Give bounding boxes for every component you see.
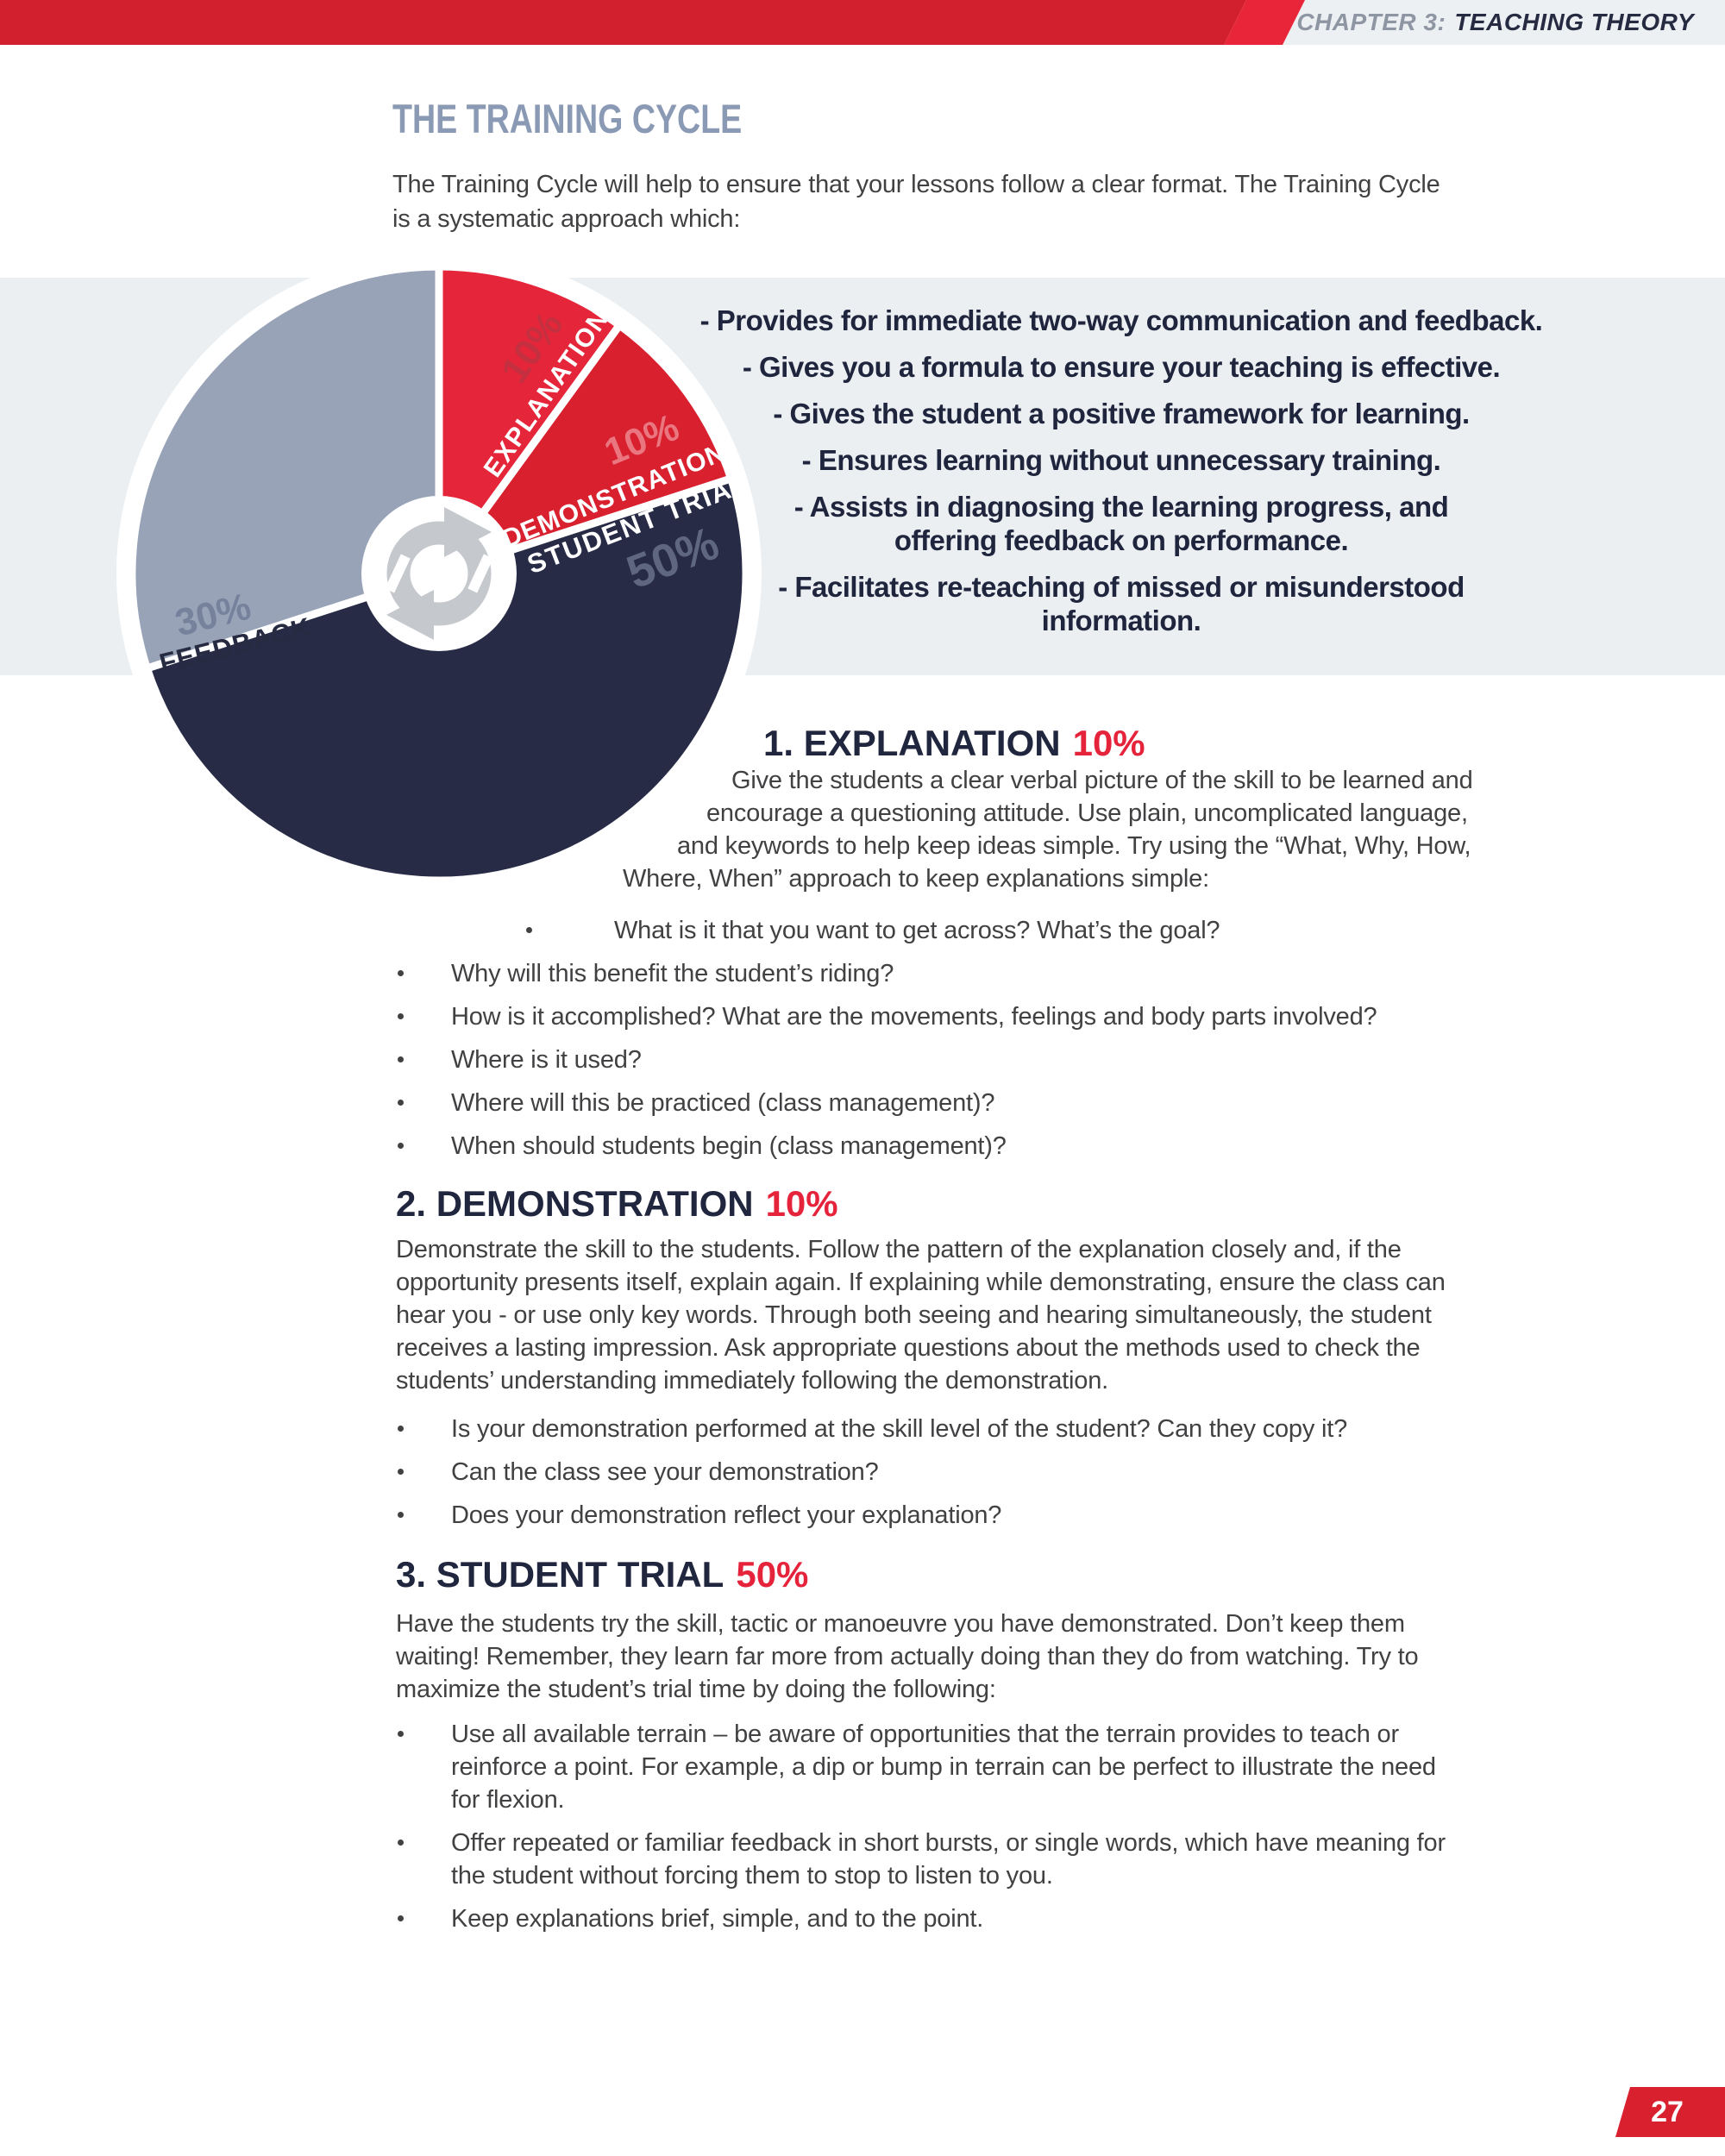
page-title: THE TRAINING CYCLE (392, 96, 743, 141)
training-cycle-benefits-list: - Provides for immediate two-way communi… (604, 304, 1639, 637)
paragraph-line: encourage a questioning attitude. Use pl… (706, 799, 1468, 827)
bullet-item: Can the class see your demonstration? (396, 1456, 1690, 1489)
bullet-dot (398, 1839, 404, 1846)
bullet-list: What is it that you want to get across? … (396, 914, 1690, 1163)
paragraph-line: Give the students a clear verbal picture… (731, 767, 1473, 794)
paragraph-line: and keywords to help keep ideas simple. … (677, 832, 1471, 860)
bullet-dot (398, 1100, 404, 1106)
breadcrumb: CHAPTER 3: TEACHING THEORY (1296, 0, 1694, 45)
paragraph-line: Where, When” approach to keep explanatio… (623, 865, 1209, 893)
benefit-line: information. (1041, 605, 1201, 636)
benefit-line: - Facilitates re-teaching of missed or m… (778, 571, 1465, 603)
bullet-item: How is it accomplished? What are the mov… (396, 1000, 1690, 1033)
section-heading: 1. EXPLANATION 10% (763, 724, 1690, 762)
bullet-dot (398, 1426, 404, 1432)
bullet-dot (398, 1469, 404, 1475)
bullet-dot (398, 1512, 404, 1518)
section-paragraph: Have the students try the skill, tactic … (396, 1610, 1419, 1703)
section-heading-pct: 50% (736, 1554, 809, 1595)
section-paragraph: Give the students a clear verbal picture… (396, 764, 1690, 895)
slice-demonstration (435, 321, 736, 578)
bullet-dot (398, 1915, 404, 1921)
benefit-line: - Gives the student a positive framework… (773, 398, 1470, 429)
bullet-list: Use all available terrain – be aware of … (396, 1718, 1690, 1935)
bullet-dot (398, 1731, 404, 1737)
header-red-bar (0, 0, 1246, 45)
intro-paragraph: The Training Cycle will help to ensure t… (392, 171, 1440, 233)
benefit-line: - Assists in diagnosing the learning pro… (794, 491, 1449, 523)
bullet-item: Does your demonstration reflect your exp… (396, 1499, 1690, 1532)
slice-student-trial (142, 474, 750, 885)
section-student-trial: 3. STUDENT TRIAL 50% Have the students tr… (396, 1556, 1690, 1946)
section-heading-text: 2. DEMONSTRATION (396, 1183, 754, 1224)
benefit-line: - Ensures learning without unnecessary t… (801, 444, 1441, 476)
bullet-item: When should students begin (class manage… (396, 1130, 1690, 1163)
section-demonstration: 2. DEMONSTRATION 10% Demonstrate the skil… (396, 1185, 1690, 1542)
section-heading-text: 3. STUDENT TRIAL (396, 1554, 724, 1595)
bullet-item: Use all available terrain – be aware of … (396, 1718, 1690, 1816)
bullet-item: Keep explanations brief, simple, and to … (396, 1902, 1690, 1935)
chapter-prefix: CHAPTER 3: (1296, 9, 1446, 35)
slice-explanation (435, 262, 624, 578)
page-number-badge: 27 (1615, 2087, 1725, 2137)
bullet-list: Is your demonstration performed at the s… (396, 1413, 1690, 1532)
benefit-line: - Gives you a formula to ensure your tea… (742, 351, 1501, 383)
bullet-dot (398, 970, 404, 976)
bullet-item: Where will this be practiced (class mana… (396, 1087, 1690, 1119)
bullet-dot (398, 1143, 404, 1149)
cycle-arrows-icon (361, 496, 517, 651)
section-heading-pct: 10% (765, 1183, 838, 1224)
section-explanation: 1. EXPLANATION 10% Give the students a cl… (396, 724, 1690, 1173)
bullet-item: Offer repeated or familiar feedback in s… (396, 1827, 1690, 1892)
section-paragraph: Demonstrate the skill to the students. F… (396, 1236, 1446, 1395)
bullet-dot (398, 1056, 404, 1062)
section-heading: 3. STUDENT TRIAL 50% (396, 1556, 1690, 1594)
bullet-item: Where is it used? (396, 1044, 1690, 1076)
bullet-item: What is it that you want to get across? … (396, 914, 1690, 947)
chapter-title: TEACHING THEORY (1454, 9, 1694, 35)
bullet-item: Is your demonstration performed at the s… (396, 1413, 1690, 1445)
bullet-item: Why will this benefit the student’s ridi… (396, 957, 1690, 990)
bullet-dot (526, 927, 532, 933)
section-heading-pct: 10% (1072, 723, 1145, 763)
page-header: CHAPTER 3: TEACHING THEORY (0, 0, 1725, 45)
benefit-line: - Provides for immediate two-way communi… (699, 304, 1543, 336)
bullet-dot (398, 1013, 404, 1019)
benefit-line: offering feedback on performance. (894, 524, 1349, 556)
section-heading: 2. DEMONSTRATION 10% (396, 1185, 1690, 1223)
section-heading-text: 1. EXPLANATION (763, 723, 1061, 763)
training-cycle-pie-chart: 10% EXPLANATION 10% DEMONSTRATION STUDEN… (116, 251, 762, 896)
